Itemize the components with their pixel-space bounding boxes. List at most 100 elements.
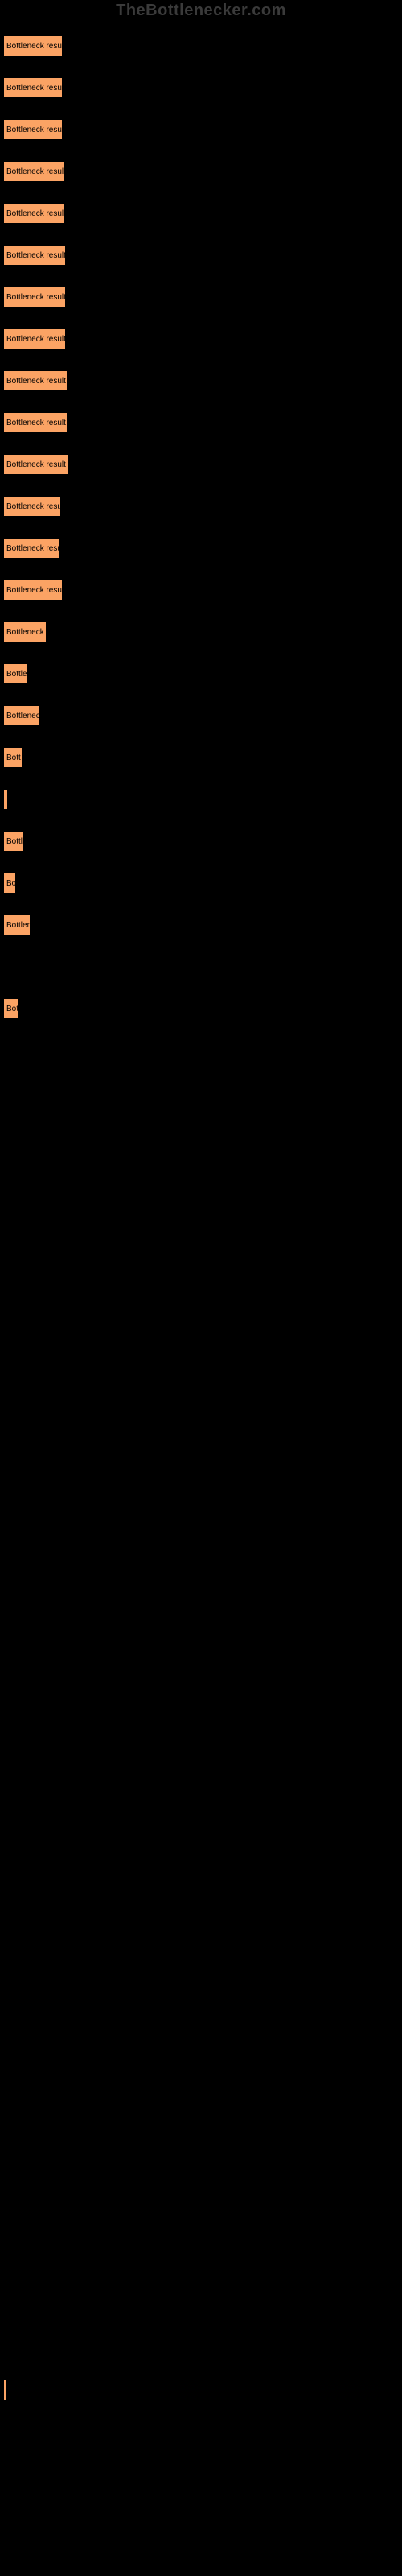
bar[interactable]: Bottleneck result	[3, 328, 66, 349]
bar-row: Bott	[0, 736, 402, 778]
bar-row	[0, 2410, 402, 2452]
bar-row	[0, 1406, 402, 1447]
bar-row	[0, 1113, 402, 1154]
bar-row	[0, 1866, 402, 1908]
bar-row: Bottleneck result	[0, 275, 402, 317]
bar[interactable]	[3, 2380, 7, 2401]
bar-row	[0, 1196, 402, 1238]
bar-row	[0, 1364, 402, 1406]
bar-label: Bottle	[6, 670, 27, 679]
bar-row	[0, 2201, 402, 2243]
bar-row	[0, 1531, 402, 1573]
bar[interactable]: Bo	[3, 873, 16, 894]
bar-row	[0, 2159, 402, 2201]
bar-row: Bottleneck result	[0, 359, 402, 401]
bar-row	[0, 1489, 402, 1531]
bar[interactable]	[3, 789, 8, 810]
bar[interactable]: Bottleneck result	[3, 580, 63, 601]
bar-row	[0, 1740, 402, 1782]
bar[interactable]: Bot	[3, 998, 19, 1019]
bar-row: Bottleneck result	[0, 401, 402, 443]
bar-row	[0, 1280, 402, 1322]
bar-row: Bot	[0, 987, 402, 1029]
bar-row	[0, 1782, 402, 1824]
bar[interactable]: Bottleneck result	[3, 119, 63, 140]
bar-row: Bottleneck result	[0, 192, 402, 233]
bar[interactable]: Bottleneck result	[3, 496, 61, 517]
bar[interactable]: Bottleneck result	[3, 245, 66, 266]
bar-label: Bottleneck result	[6, 251, 66, 260]
bar-row	[0, 2075, 402, 2117]
bar-row	[0, 1992, 402, 2033]
bar-row	[0, 1322, 402, 1364]
bar[interactable]: Bottleneck result	[3, 161, 64, 182]
bar-label: Bottleneck result	[6, 167, 64, 176]
bar-row: Bottleneck result	[0, 150, 402, 192]
bar-label: Bottleneck result	[6, 209, 64, 218]
bar-row	[0, 1615, 402, 1657]
bar-label: Bottleneck result	[6, 544, 59, 553]
bar-row: Bottleneck result	[0, 526, 402, 568]
bar-row	[0, 1824, 402, 1866]
bar-label: Bottleneck result	[6, 126, 63, 134]
bar-label: Bottleneck result	[6, 377, 66, 386]
bar-label: Bottleneck result	[6, 586, 63, 595]
bar-row	[0, 1154, 402, 1196]
bar[interactable]: Bottleneck	[3, 621, 47, 642]
watermark-text: TheBottlenecker.com	[116, 2, 286, 20]
bar-label: Bottleneck result	[6, 460, 66, 469]
bar-row	[0, 2243, 402, 2285]
bar-row: Bottler	[0, 903, 402, 945]
bar[interactable]: Bottleneck result	[3, 35, 63, 56]
bar-label: Bottl	[6, 837, 23, 846]
bar[interactable]: Bottleneck result	[3, 370, 68, 391]
bar-row	[0, 1950, 402, 1992]
bar-label: Bottleneck result	[6, 84, 63, 93]
bar[interactable]: Bottleneck result	[3, 412, 68, 433]
bar[interactable]: Bottleneck result	[3, 77, 63, 98]
bar-row	[0, 2117, 402, 2159]
bar[interactable]: Bottleneck result	[3, 287, 66, 308]
bar-row	[0, 1908, 402, 1950]
bar-row: Bo	[0, 861, 402, 903]
bar-row	[0, 2368, 402, 2410]
bar-row	[0, 1657, 402, 1699]
bar-row	[0, 1573, 402, 1615]
bar-row	[0, 2285, 402, 2326]
bar-chart: Bottleneck result Bottleneck result Bottle…	[0, 24, 402, 2452]
bar-label: Bottleneck result	[6, 419, 66, 427]
bar-label: Bottleneck result	[6, 42, 63, 51]
bar-label: Bottleneck result	[6, 293, 66, 302]
bar[interactable]: Bottleneck result	[3, 454, 69, 475]
bar-row: Bottleneck result	[0, 317, 402, 359]
bar-label: Bottleneck	[6, 712, 40, 720]
bar[interactable]: Bottleneck result	[3, 203, 64, 224]
bar[interactable]: Bottler	[3, 914, 31, 935]
bar-row	[0, 1699, 402, 1740]
bar-label: Bottleneck result	[6, 335, 66, 344]
bar-row: Bottleneck result	[0, 24, 402, 66]
bar-row	[0, 1238, 402, 1280]
bar[interactable]: Bottl	[3, 831, 24, 852]
bar-row: Bottle	[0, 652, 402, 694]
bar-row	[0, 945, 402, 987]
bar-row	[0, 1071, 402, 1113]
bar-row: Bottleneck result	[0, 66, 402, 108]
bar-row	[0, 2326, 402, 2368]
bar-label: Bot	[6, 1005, 18, 1013]
bar-row: Bottl	[0, 819, 402, 861]
bar-row: Bottleneck result	[0, 443, 402, 485]
bar-row: Bottleneck	[0, 694, 402, 736]
bar-row	[0, 2033, 402, 2075]
bar-row	[0, 778, 402, 819]
bar-row: Bottleneck result	[0, 233, 402, 275]
bar-row: Bottleneck result	[0, 568, 402, 610]
bar-row	[0, 1447, 402, 1489]
bar-label: Bott	[6, 753, 21, 762]
bar-row: Bottleneck	[0, 610, 402, 652]
bar[interactable]: Bottleneck	[3, 705, 40, 726]
bar[interactable]: Bottleneck result	[3, 538, 59, 559]
bar[interactable]: Bott	[3, 747, 23, 768]
bar-label: Bottler	[6, 921, 30, 930]
bar[interactable]: Bottle	[3, 663, 27, 684]
